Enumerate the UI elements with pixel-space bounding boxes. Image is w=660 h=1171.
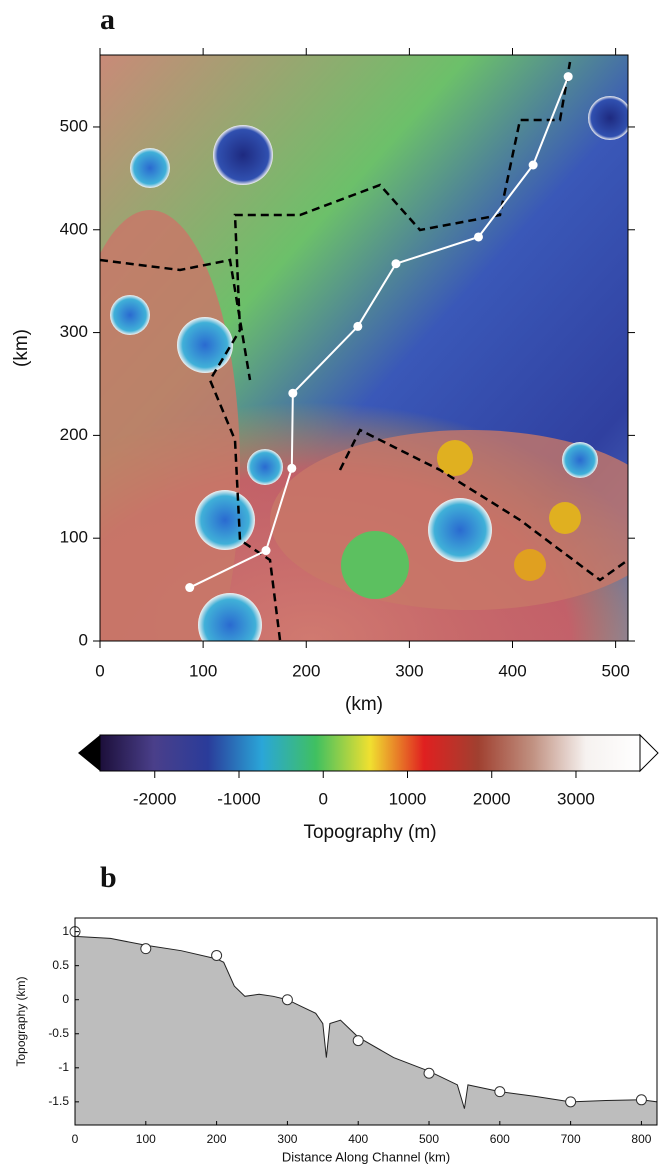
y-axis-label: Topography (km) bbox=[14, 976, 28, 1066]
y-tick-label: 300 bbox=[60, 322, 88, 341]
x-axis-label: Topography (m) bbox=[303, 822, 436, 843]
x-tick-label: 500 bbox=[601, 661, 629, 680]
x-tick-label: 600 bbox=[490, 1132, 510, 1146]
y-tick-label: 100 bbox=[60, 528, 88, 547]
y-tick-label: 0 bbox=[62, 992, 69, 1006]
profile-marker bbox=[282, 995, 292, 1005]
x-tick-label: 0 bbox=[319, 789, 328, 808]
y-tick-label: -1.5 bbox=[48, 1094, 69, 1108]
channel-point bbox=[353, 322, 362, 331]
y-tick-label: 1 bbox=[62, 924, 69, 938]
x-tick-label: 0 bbox=[72, 1132, 79, 1146]
profile-marker bbox=[141, 944, 151, 954]
channel-point bbox=[564, 72, 573, 81]
map-image bbox=[60, 55, 660, 730]
profile-marker bbox=[212, 950, 222, 960]
x-tick-label: 800 bbox=[631, 1132, 651, 1146]
x-tick-label: 1000 bbox=[389, 789, 427, 808]
channel-point bbox=[288, 389, 297, 398]
x-tick-label: 500 bbox=[419, 1132, 439, 1146]
colorbar bbox=[78, 735, 658, 771]
x-tick-label: 100 bbox=[189, 661, 217, 680]
x-tick-label: 700 bbox=[561, 1132, 581, 1146]
y-axis-label: (km) bbox=[11, 329, 32, 367]
y-tick-label: 0 bbox=[79, 630, 88, 649]
x-tick-label: 300 bbox=[277, 1132, 297, 1146]
x-tick-label: 400 bbox=[498, 661, 526, 680]
figure: a b 01002003004005000100200300400500(km)… bbox=[0, 0, 660, 1166]
x-tick-label: -2000 bbox=[133, 789, 176, 808]
profile-marker bbox=[636, 1095, 646, 1105]
x-tick-label: 200 bbox=[207, 1132, 227, 1146]
x-tick-label: -1000 bbox=[217, 789, 260, 808]
channel-point bbox=[529, 161, 538, 170]
profile-marker bbox=[353, 1036, 363, 1046]
x-tick-label: 3000 bbox=[557, 789, 595, 808]
y-tick-label: 500 bbox=[60, 116, 88, 135]
channel-point bbox=[474, 232, 483, 241]
y-tick-label: -0.5 bbox=[48, 1026, 69, 1040]
x-tick-label: 400 bbox=[348, 1132, 368, 1146]
panel-label: b bbox=[100, 861, 117, 894]
channel-point bbox=[262, 546, 271, 555]
y-tick-label: 0.5 bbox=[52, 958, 69, 972]
profile-marker bbox=[566, 1097, 576, 1107]
x-tick-label: 300 bbox=[395, 661, 423, 680]
x-tick-label: 2000 bbox=[473, 789, 511, 808]
x-axis-label: (km) bbox=[345, 694, 383, 715]
x-tick-label: 200 bbox=[292, 661, 320, 680]
y-tick-label: 200 bbox=[60, 425, 88, 444]
x-tick-label: 0 bbox=[95, 661, 104, 680]
channel-point bbox=[287, 464, 296, 473]
channel-point bbox=[391, 259, 400, 268]
channel-point bbox=[185, 583, 194, 592]
x-axis-label: Distance Along Channel (km) bbox=[282, 1149, 450, 1164]
panel-label: a bbox=[100, 3, 115, 36]
profile-marker bbox=[424, 1068, 434, 1078]
profile-marker bbox=[495, 1087, 505, 1097]
y-tick-label: -1 bbox=[58, 1060, 69, 1074]
y-tick-label: 400 bbox=[60, 219, 88, 238]
x-tick-label: 100 bbox=[136, 1132, 156, 1146]
